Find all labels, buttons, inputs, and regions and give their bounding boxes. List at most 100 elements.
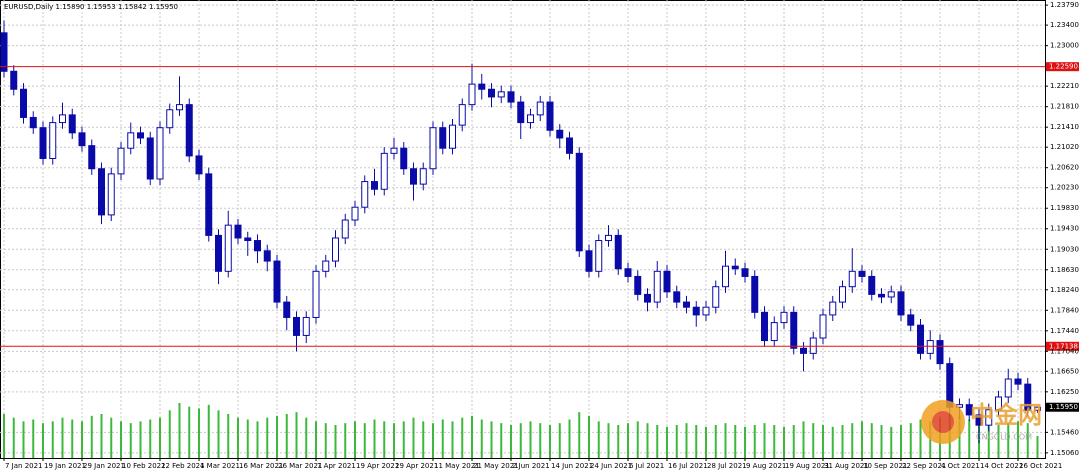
candle-body [20,88,27,118]
candle-body [780,311,788,324]
candle-body [848,270,856,288]
y-tick-label: 1.17440 [1050,327,1079,335]
x-tick-label: 16 Jul 2021 [668,462,708,470]
y-tick-label: 1.19030 [1050,245,1079,253]
candle-body [273,260,281,303]
candle-body [546,101,554,131]
candle-body [731,265,739,270]
candle-body [527,114,534,124]
x-tick-label: 19 Apr 2021 [356,462,399,470]
x-tick-label: 19 Jan 2021 [44,462,86,470]
price-label: 1.15950 [1049,403,1078,411]
candle-body [761,311,768,342]
x-tick-label: 31 Aug 2021 [824,462,869,470]
x-tick-label: 6 Jul 2021 [629,462,664,470]
candle-body [322,260,330,272]
candle-body [624,268,632,277]
x-tick-label: 29 Jan 2021 [83,462,125,470]
candle-body [117,147,125,175]
x-tick-label: 26 Oct 2021 [1019,462,1062,470]
y-tick-label: 1.17040 [1050,347,1079,355]
candle-body [809,337,817,354]
candle-body [254,240,261,252]
x-tick-label: 7 Jan 2021 [5,462,43,470]
y-tick-label: 1.16650 [1050,367,1079,375]
line-label: 1.22590 [1049,63,1078,71]
candle-body [985,409,993,426]
candle-body [595,240,603,272]
x-tick-label: 10 Sep 2021 [863,462,907,470]
candle-body [965,404,973,416]
candle-body [263,250,271,262]
y-tick-label: 1.18630 [1050,266,1079,274]
watermark-logo-inner [932,411,954,433]
candle-body [907,314,915,326]
candle-body [575,152,583,252]
candle-body [634,275,642,295]
x-tick-label: 2 Jun 2021 [512,462,550,470]
candle-body [478,83,486,90]
candle-body [341,219,349,239]
line-label: 1.17138 [1049,342,1078,350]
candle-body [176,104,183,111]
candle-body [839,286,846,303]
candle-body [975,414,983,426]
x-tick-label: 4 Oct 2021 [941,462,980,470]
candle-body [410,168,417,185]
candle-body [419,168,427,185]
candle-body [644,293,651,303]
candle-body [185,104,193,157]
y-tick-label: 1.23400 [1050,21,1079,29]
candle-body [507,91,515,103]
candle-body [517,101,525,124]
candle-body [195,155,203,175]
x-tick-label: 19 Aug 2021 [785,462,830,470]
candle-body [293,316,300,336]
y-tick-label: 1.16250 [1050,388,1079,396]
candle-body [468,83,476,106]
plot-frame [0,0,1046,459]
candle-body [59,114,66,124]
candle-body [244,237,252,242]
candle-body [566,137,573,154]
candle-body [390,147,398,154]
candle-body [215,234,222,272]
chart-title: EURUSD,Daily 1.15890 1.15953 1.15842 1.1… [4,3,178,11]
candle-body [751,275,759,313]
x-tick-label: 14 Oct 2021 [980,462,1023,470]
candle-body [205,173,213,236]
candle-body [722,265,729,288]
line-label-box [1046,341,1079,351]
candle-body [995,396,1002,411]
x-tick-label: 14 Jun 2021 [551,462,593,470]
candle-body [536,101,544,116]
candle-body [488,88,495,98]
y-tick-label: 1.15060 [1050,449,1079,457]
candle-body [146,137,154,180]
candle-body [439,127,447,149]
candle-body [926,340,934,354]
candle-body [137,132,144,139]
candle-body [653,270,661,303]
candle-body [127,132,135,149]
candle-body [663,270,671,293]
candle-body [683,301,690,308]
candle-body [29,116,37,129]
x-tick-label: 4 Mar 2021 [200,462,240,470]
candle-body [858,270,866,277]
candle-body [936,340,944,365]
candle-body [614,234,622,270]
y-tick-label: 1.22210 [1050,82,1079,90]
candle-body [332,237,339,262]
y-tick-label: 1.18240 [1050,286,1079,294]
candle-body [556,129,564,139]
candle-body [868,275,876,295]
candle-body [10,70,18,90]
candle-body [585,250,593,272]
y-tick-label: 1.23000 [1050,42,1079,50]
price-label-box [1046,402,1079,412]
candle-body [371,181,378,190]
candles [0,20,1041,444]
